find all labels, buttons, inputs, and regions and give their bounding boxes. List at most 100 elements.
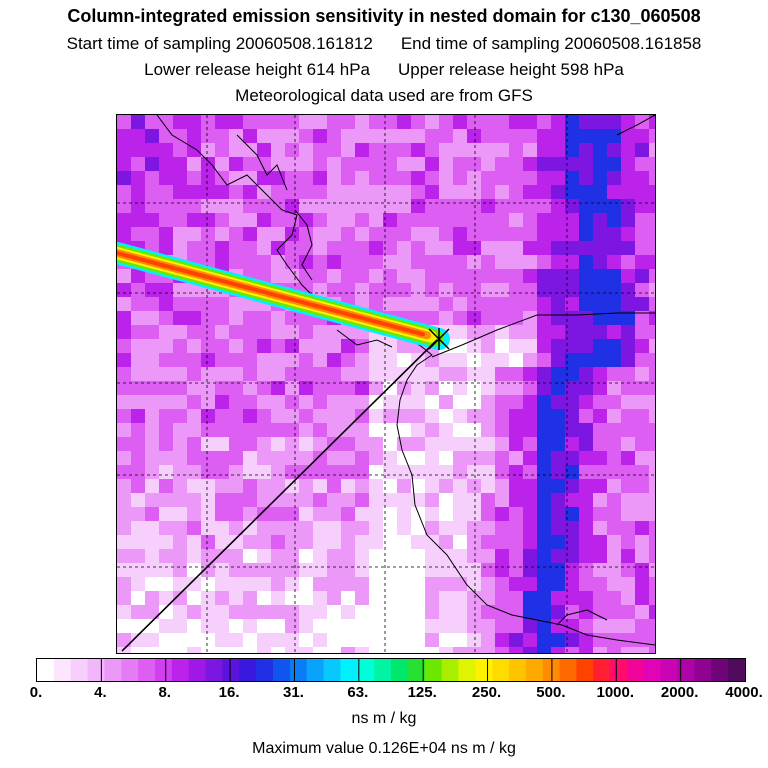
field-cell	[565, 465, 580, 480]
field-cell	[313, 479, 328, 494]
field-cell	[411, 605, 426, 620]
field-cell	[201, 563, 216, 578]
field-cell	[481, 115, 496, 130]
field-cell	[271, 563, 286, 578]
field-cell	[285, 521, 300, 536]
field-cell	[495, 507, 510, 522]
field-cell	[411, 647, 426, 653]
field-cell	[397, 437, 412, 452]
field-cell	[383, 437, 398, 452]
field-cell	[523, 619, 538, 634]
field-cell	[383, 409, 398, 424]
field-cell	[481, 591, 496, 606]
colorbar-swatch	[677, 659, 695, 681]
field-cell	[243, 563, 258, 578]
field-cell	[509, 115, 524, 130]
field-cell	[425, 241, 440, 256]
field-cell	[271, 437, 286, 452]
field-cell	[201, 241, 216, 256]
field-cell	[313, 367, 328, 382]
field-cell	[355, 465, 370, 480]
field-cell	[537, 129, 552, 144]
field-cell	[453, 115, 468, 130]
field-cell	[145, 633, 160, 648]
field-cell	[341, 563, 356, 578]
field-cell	[201, 199, 216, 214]
field-cell	[425, 199, 440, 214]
field-cell	[229, 549, 244, 564]
field-cell	[565, 381, 580, 396]
field-cell	[481, 255, 496, 270]
field-cell	[355, 423, 370, 438]
field-cell	[285, 213, 300, 228]
field-cell	[215, 507, 230, 522]
field-cell	[593, 479, 608, 494]
field-cell	[453, 577, 468, 592]
field-cell	[117, 129, 132, 144]
colorbar-swatch	[222, 659, 240, 681]
field-cell	[187, 129, 202, 144]
field-cell	[341, 241, 356, 256]
field-cell	[467, 185, 482, 200]
field-cell	[453, 535, 468, 550]
field-cell	[355, 199, 370, 214]
field-cell	[425, 563, 440, 578]
field-cell	[481, 353, 496, 368]
field-cell	[243, 353, 258, 368]
colorbar-tick-label: 2000.	[660, 684, 699, 701]
field-cell	[551, 129, 566, 144]
field-cell	[355, 129, 370, 144]
field-cell	[173, 143, 188, 158]
field-cell	[453, 591, 468, 606]
field-cell	[131, 171, 146, 186]
field-cell	[579, 157, 594, 172]
field-cell	[117, 395, 132, 410]
field-cell	[397, 297, 412, 312]
field-cell	[621, 311, 636, 326]
field-cell	[551, 577, 566, 592]
field-cell	[411, 591, 426, 606]
field-cell	[201, 479, 216, 494]
field-cell	[607, 577, 622, 592]
field-cell	[467, 493, 482, 508]
colorbar-tick-label: 0.	[29, 684, 43, 701]
field-cell	[243, 381, 258, 396]
field-cell	[523, 465, 538, 480]
field-cell	[607, 479, 622, 494]
field-cell	[621, 591, 636, 606]
field-cell	[159, 521, 174, 536]
field-cell	[481, 129, 496, 144]
field-cell	[201, 227, 216, 242]
field-cell	[271, 409, 286, 424]
field-cell	[383, 171, 398, 186]
field-cell	[173, 283, 188, 298]
field-cell	[481, 437, 496, 452]
field-cell	[229, 479, 244, 494]
field-cell	[551, 311, 566, 326]
field-cell	[355, 521, 370, 536]
field-cell	[229, 633, 244, 648]
field-cell	[285, 535, 300, 550]
field-cell	[537, 577, 552, 592]
field-cell	[551, 591, 566, 606]
field-cell	[257, 325, 272, 340]
field-cell	[327, 437, 342, 452]
field-cell	[565, 395, 580, 410]
field-cell	[439, 185, 454, 200]
field-cell	[523, 353, 538, 368]
field-cell	[467, 535, 482, 550]
field-cell	[257, 227, 272, 242]
field-cell	[187, 549, 202, 564]
field-cell	[285, 577, 300, 592]
field-cell	[635, 241, 650, 256]
field-cell	[145, 129, 160, 144]
field-cell	[285, 325, 300, 340]
field-cell	[299, 339, 314, 354]
field-cell	[579, 465, 594, 480]
colorbar-swatch	[728, 659, 745, 681]
field-cell	[523, 479, 538, 494]
field-cell	[313, 381, 328, 396]
field-cell	[187, 647, 202, 653]
field-cell	[243, 227, 258, 242]
field-cell	[593, 269, 608, 284]
